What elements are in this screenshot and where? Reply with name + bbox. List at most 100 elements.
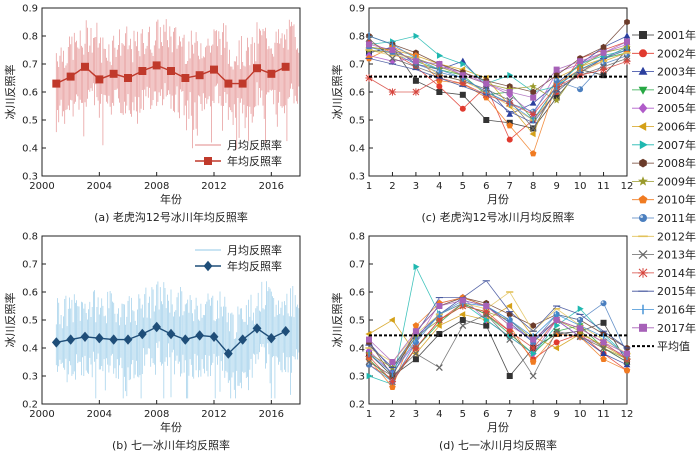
x-axis-label: 年份	[160, 192, 182, 206]
x-tick-label: 1	[366, 181, 372, 192]
annual-albedo-point	[238, 334, 248, 345]
series-point	[624, 18, 630, 26]
series-point	[460, 60, 467, 68]
x-tick-label: 6	[483, 181, 489, 192]
x-tick-label: 9	[553, 181, 559, 192]
annual-albedo-point	[138, 67, 147, 75]
legend-marker	[638, 122, 647, 131]
series-line	[368, 49, 628, 124]
series-point	[506, 322, 513, 329]
y-axis-label: 冰川反照率	[330, 65, 344, 120]
x-tick-label: 2	[389, 409, 395, 420]
series-point	[483, 303, 490, 309]
x-tick-label: 3	[413, 409, 419, 420]
legend-label-annual: 年均反照率	[227, 259, 282, 273]
legend-item: 2013年	[632, 248, 696, 262]
y-tick-label: 0.4	[349, 144, 365, 155]
series-line	[368, 291, 628, 363]
series-point	[624, 350, 630, 357]
legend-item: 2012年	[632, 229, 696, 243]
series-point	[553, 339, 560, 346]
legend-label: 2006年	[657, 120, 696, 134]
series-point	[506, 336, 514, 344]
annual-albedo-point	[281, 62, 290, 71]
legend-label: 2002年	[657, 46, 696, 60]
legend-item: 2011年	[632, 211, 696, 225]
annual-albedo-point	[181, 74, 190, 82]
annual-albedo-point	[209, 331, 219, 342]
annual-albedo-point	[80, 331, 90, 342]
series-point	[435, 316, 443, 324]
legend-label: 2014年	[657, 266, 696, 280]
series-line	[368, 35, 628, 121]
series-point	[529, 372, 537, 380]
x-axis-label: 年份	[160, 420, 182, 434]
legend-item: 平均值	[632, 340, 690, 353]
y-tick-label: 0.6	[22, 288, 38, 299]
series-2007年	[366, 263, 631, 388]
x-tick-label: 10	[574, 181, 587, 192]
y-tick-label: 0.5	[22, 316, 38, 327]
annual-albedo-point	[266, 333, 276, 344]
series-point	[530, 350, 537, 357]
series-point	[529, 344, 537, 352]
series-line	[368, 35, 628, 93]
series-point	[529, 358, 537, 365]
series-line	[368, 302, 628, 374]
series-point	[435, 322, 442, 329]
x-tick-label: 2000	[29, 181, 54, 192]
monthly-albedo-series	[55, 281, 300, 399]
x-tick-label: 7	[507, 409, 513, 420]
legend-item: 2002年	[632, 46, 696, 60]
annual-albedo-point	[167, 67, 175, 75]
legend-item: 2010年	[632, 193, 696, 207]
x-tick-label: 2000	[29, 409, 54, 420]
annual-albedo-point	[224, 79, 233, 88]
legend-label: 2010年	[657, 193, 696, 207]
series-2015年	[365, 49, 631, 124]
y-tick-label: 0.6	[349, 288, 365, 299]
annual-albedo-point	[123, 334, 133, 345]
y-tick-label: 0.5	[22, 116, 38, 127]
x-tick-label: 12	[621, 409, 634, 420]
x-tick-label: 5	[460, 409, 466, 420]
series-point	[483, 117, 490, 123]
x-tick-label: 2012	[201, 409, 226, 420]
series-point	[366, 41, 372, 48]
legend-label: 2008年	[657, 156, 696, 170]
annual-albedo-point	[281, 326, 291, 337]
legend-label: 2012年	[657, 229, 696, 243]
series-point	[459, 311, 466, 318]
series-point	[553, 327, 561, 335]
annual-albedo-point	[238, 79, 247, 88]
series-point	[506, 302, 513, 310]
series-point	[413, 263, 420, 271]
annual-albedo-point	[109, 69, 118, 78]
series-point	[483, 322, 490, 329]
annual-albedo-point	[109, 334, 119, 345]
y-tick-label: 0.3	[349, 372, 365, 383]
series-point	[482, 308, 490, 316]
series-point	[577, 86, 584, 93]
series-point	[459, 322, 467, 330]
series-point	[600, 350, 607, 356]
legend-item: 2003年	[632, 65, 696, 79]
series-2003年	[365, 32, 631, 117]
y-tick-label: 0.8	[349, 32, 365, 43]
x-tick-label: 8	[530, 409, 536, 420]
y-tick-label: 0.4	[22, 144, 38, 155]
series-point	[530, 336, 537, 343]
series-point	[576, 71, 584, 79]
legend-label: 2015年	[657, 284, 696, 298]
monthly-albedo-spikes	[55, 19, 300, 150]
x-tick-label: 11	[597, 409, 610, 420]
y-tick-label: 0.3	[349, 172, 365, 183]
annual-albedo-point	[94, 333, 104, 344]
y-tick-label: 0.4	[22, 344, 38, 355]
series-point	[553, 77, 560, 84]
y-tick-label: 0.7	[349, 260, 365, 271]
annual-albedo-point	[195, 330, 205, 341]
series-point	[412, 58, 419, 65]
x-tick-label: 5	[460, 181, 466, 192]
y-tick-label: 0.2	[22, 400, 38, 411]
